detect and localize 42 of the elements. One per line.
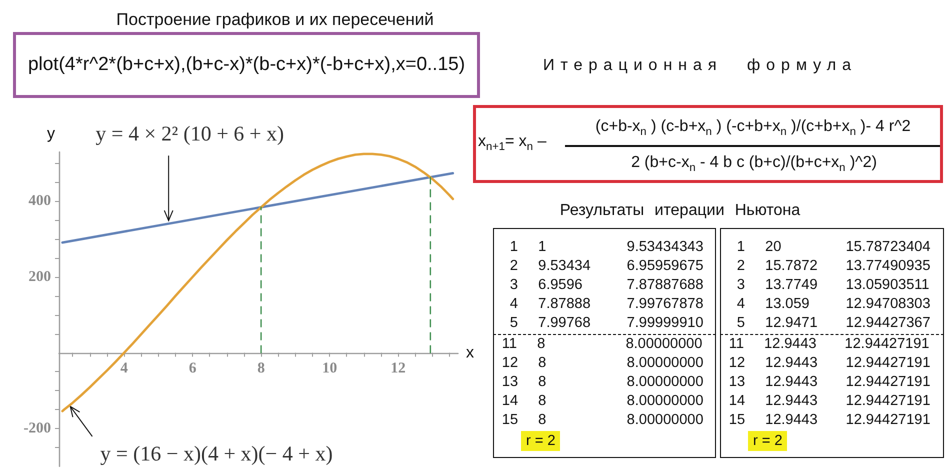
text: plot(4*r^2*(b+c+x),(b+c-x)*(b-c+x)*(-b+c+x),x=0..15) xyxy=(26,53,466,77)
text: 11 12.9443 12.94427191 xyxy=(728,335,930,353)
y-axis-title: y xyxy=(47,126,55,142)
y-tick-label: -200 xyxy=(24,420,51,437)
line-series xyxy=(61,152,454,412)
text: r = 2 xyxy=(521,431,560,451)
x-tick-label: 12 xyxy=(390,360,406,376)
text: 15 12.9443 12.94427191 xyxy=(728,411,930,429)
text: 4 7.87888 7.99767878 xyxy=(508,295,704,313)
text: 14 8 8.00000000 xyxy=(502,392,704,410)
y-tick-label: 400 xyxy=(28,193,51,210)
text: 14 12.9443 12.94427191 xyxy=(728,392,930,410)
text: 13 12.9443 12.94427191 xyxy=(728,373,930,391)
text: x$_{n+1}$= x$_{n}$ – xyxy=(478,132,546,156)
text: 3 13.7749 13.05903511 xyxy=(736,276,930,294)
text: 5 12.9471 12.94427367 xyxy=(736,314,930,332)
x-tick-label: 4 xyxy=(120,360,128,376)
x-tick-label: 6 xyxy=(188,360,197,376)
text: 12 8 8.00000000 xyxy=(502,354,704,372)
text: (c+b-x$_{n}$ ) (c-b+x$_{n}$ ) (-c+b+x$_{n}$ )/(c+b+x$_{n}$ )- 4 r^2 xyxy=(595,118,911,138)
text: 15 8 8.00000000 xyxy=(502,411,704,429)
text: 2 15.7872 13.77490935 xyxy=(736,257,930,275)
annotation: y = 4 × 2² (10 + 6 + x) xyxy=(96,122,284,146)
text: 1 1 9.53434343 xyxy=(508,238,704,256)
text: 12 12.9443 12.94427191 xyxy=(728,354,930,372)
text: Результаты итерации Ньютона xyxy=(558,201,802,221)
x-tick-label: 8 xyxy=(257,360,265,376)
text: 3 6.9596 7.87887688 xyxy=(508,276,704,294)
text: 11 8 8.00000000 xyxy=(502,335,702,353)
text: 2 (b+c-x$_{n}$ - 4 b c (b+c)/(b+c+x$_{n}$ )^2) xyxy=(631,153,877,176)
x-tick-label: 10 xyxy=(322,360,338,376)
text: 1 20 15.78723404 xyxy=(736,238,930,256)
annotation: y = (16 − x)(4 + x)(− 4 + x) xyxy=(100,441,333,466)
text: 2 9.53434 6.95959675 xyxy=(508,257,704,275)
text: 5 7.99768 7.99999910 xyxy=(508,314,704,332)
x-axis-title: x xyxy=(466,344,474,362)
text: 13 8 8.00000000 xyxy=(502,373,704,391)
text: 4 13.059 12.94708303 xyxy=(736,295,930,313)
text: r = 2 xyxy=(748,431,788,451)
y-tick-label: 200 xyxy=(28,269,51,285)
chart-title: Построение графиков и их пересечений xyxy=(116,10,434,29)
text: Итерационная формула xyxy=(542,57,858,75)
